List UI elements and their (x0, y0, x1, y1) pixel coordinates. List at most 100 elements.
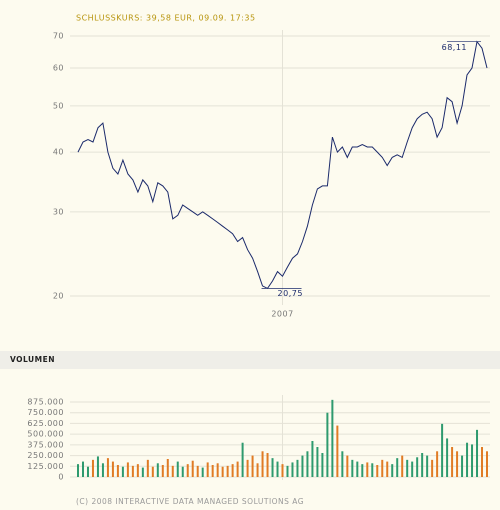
volume-bar (176, 461, 179, 477)
y-tick-label: 20 (53, 292, 64, 301)
y-tick-label: 500.000 (27, 430, 64, 439)
volume-bar (471, 444, 474, 477)
volume-bar (216, 463, 219, 477)
volume-bar (126, 462, 129, 477)
footer: (C) 2008 INTERACTIVE DATA MANAGED SOLUTI… (76, 497, 304, 506)
volume-bar (186, 464, 189, 477)
volume-bar (241, 442, 244, 477)
chart-title: SCHLUSSKURS: 39,58 EUR, 09.09. 17:35 (76, 14, 256, 23)
volume-bar (171, 465, 174, 477)
volume-bar (396, 458, 399, 477)
annotation-label: 68,11 (442, 43, 467, 52)
volume-bar (226, 465, 229, 477)
volume-bar (196, 465, 199, 477)
volume-bar (106, 458, 109, 477)
volume-bar (386, 461, 389, 477)
volume-bar (296, 459, 299, 477)
volume-bar (481, 447, 484, 477)
y-tick-label: 750.000 (27, 408, 64, 417)
volume-bar (201, 467, 204, 477)
volume-bar (211, 465, 214, 477)
volume-bar (431, 459, 434, 477)
volume-bar (146, 459, 149, 477)
volume-bar (286, 465, 289, 477)
volume-bar (261, 451, 264, 477)
volume-bar (426, 455, 429, 477)
volume-bar (141, 467, 144, 477)
volume-bar (306, 451, 309, 477)
volume-bar (486, 451, 488, 477)
volume-bar (86, 466, 89, 477)
volume-bar (251, 455, 254, 477)
volume-bar (246, 459, 249, 477)
volume-bar (91, 459, 94, 477)
section-band (0, 351, 500, 369)
y-tick-label: 125.000 (27, 462, 64, 471)
volume-bar (276, 461, 279, 477)
y-tick-label: 875.000 (27, 398, 64, 407)
volume-bar (161, 465, 164, 477)
volume-bar (116, 465, 119, 477)
volume-bar (136, 464, 139, 477)
volume-bar (406, 459, 409, 477)
volume-bar (401, 455, 404, 477)
volume-bar (346, 455, 349, 477)
y-tick-label: 30 (53, 207, 64, 216)
volume-bar (461, 455, 464, 477)
volume-bar (316, 447, 319, 477)
volume-bar (206, 462, 209, 477)
x-tick-label: 2007 (271, 310, 293, 319)
volume-bar (476, 429, 479, 477)
y-tick-label: 375.000 (27, 440, 64, 449)
volume-bar (301, 455, 304, 477)
volume-bar (111, 461, 114, 477)
volume-bar (81, 461, 84, 477)
volume-bar (411, 461, 414, 477)
volume-bar (416, 457, 419, 477)
volume-bar (366, 462, 369, 477)
volume-bar (361, 464, 364, 477)
volume-bar (311, 441, 314, 477)
y-tick-label: 0 (58, 473, 64, 482)
volume-bar (266, 453, 269, 477)
volume-bar (351, 459, 354, 477)
volume-bar (446, 438, 449, 477)
volume-bar (236, 461, 239, 477)
volume-bar (256, 463, 259, 477)
volume-bar (466, 442, 469, 477)
y-tick-label: 70 (53, 32, 64, 41)
volume-bar (77, 464, 79, 477)
y-tick-label: 250.000 (27, 451, 64, 460)
volume-bar (326, 412, 329, 477)
volume-bar (331, 399, 334, 477)
price-line (77, 40, 488, 290)
volume-bar (101, 463, 104, 477)
volume-bar (376, 465, 379, 477)
section-title: VOLUMEN (10, 355, 55, 364)
volume-bar (391, 464, 394, 477)
volume-bar (166, 459, 169, 477)
volume-bar (451, 447, 454, 477)
volume-bar (381, 459, 384, 477)
volume-bar (436, 451, 439, 477)
volume-bar (336, 425, 339, 477)
volume-bar (341, 451, 344, 477)
volume-bar (371, 463, 374, 477)
y-tick-label: 60 (53, 63, 64, 72)
volume-bar (456, 451, 459, 477)
y-tick-label: 625.000 (27, 419, 64, 428)
volume-bar (151, 466, 154, 477)
volume-bar (96, 456, 99, 477)
y-tick-label: 50 (53, 101, 64, 110)
volume-bar (131, 465, 134, 477)
volume-bar (356, 461, 359, 477)
volume-bar (191, 460, 194, 477)
annotation-label: 20,75 (278, 289, 303, 298)
volume-bar (291, 462, 294, 477)
volume-bar (281, 464, 284, 477)
volume-bar (121, 466, 124, 477)
volume-bar (421, 453, 424, 477)
volume-bar (271, 458, 274, 477)
y-tick-label: 40 (53, 148, 64, 157)
